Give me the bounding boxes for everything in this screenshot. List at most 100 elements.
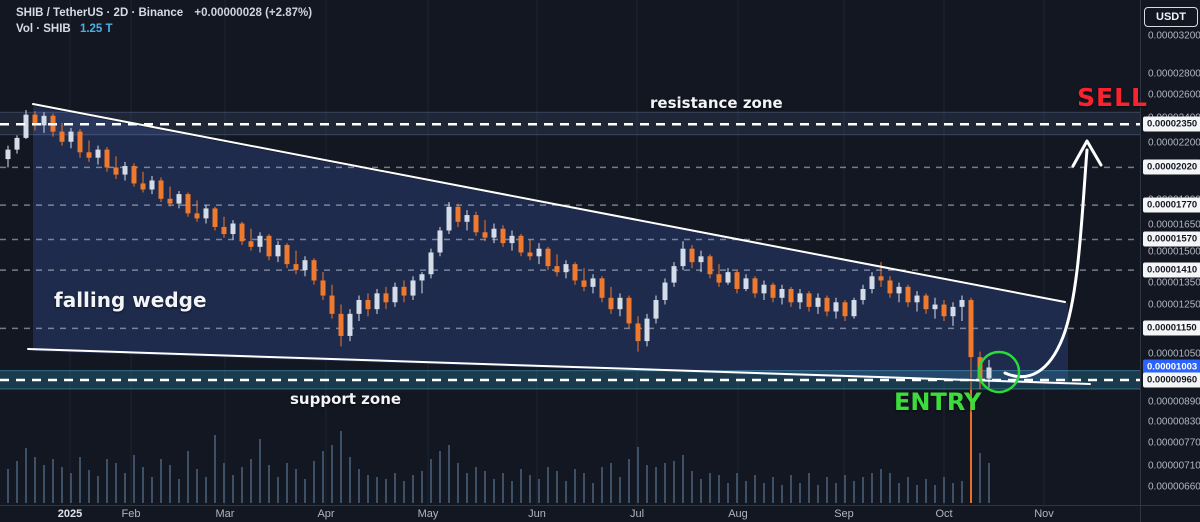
up-candle: [959, 300, 965, 307]
price-axis-tick: 0.00001250: [1148, 299, 1200, 311]
up-candle: [176, 194, 182, 204]
price-axis-separator: [1140, 0, 1141, 522]
volume-bar: [799, 483, 801, 503]
volume-bar: [718, 475, 720, 503]
down-candle: [518, 235, 524, 253]
time-axis-tick: May: [417, 508, 439, 520]
up-candle: [869, 276, 875, 289]
entry-highlight-circle[interactable]: [977, 350, 1021, 394]
volume-bar: [817, 485, 819, 503]
up-candle: [257, 235, 263, 247]
up-candle: [275, 244, 281, 257]
down-candle: [266, 235, 272, 257]
time-axis[interactable]: 2025 Feb Mar Apr May Jun Jul Aug Sep Oct Nov: [0, 506, 1140, 522]
volume-bar: [709, 473, 711, 503]
key-level-dashed-lines: [0, 166, 1140, 330]
down-candle: [455, 206, 461, 222]
volume-bar: [925, 479, 927, 503]
time-axis-tick: Nov: [1034, 508, 1054, 520]
down-candle: [482, 232, 488, 238]
volume-bar: [970, 390, 972, 503]
support-zone-label: support zone: [290, 390, 402, 408]
price-axis-tick: 0.00002600: [1148, 89, 1200, 101]
up-candle: [374, 293, 380, 310]
volume-bar: [376, 477, 378, 503]
volume-bar: [16, 461, 18, 503]
down-candle: [86, 152, 92, 158]
down-candle: [113, 167, 119, 175]
volume-bar: [700, 479, 702, 503]
volume-bar: [151, 477, 153, 503]
up-candle: [491, 228, 497, 238]
up-candle: [509, 235, 515, 244]
down-candle: [338, 313, 344, 336]
volume-bar: [205, 477, 207, 503]
volume-bar: [115, 463, 117, 503]
up-candle: [986, 367, 992, 379]
down-candle: [248, 241, 254, 247]
up-candle: [797, 293, 803, 303]
volume-bar: [556, 471, 558, 503]
price-axis-tick: 0.00000830: [1148, 416, 1200, 428]
volume-bar: [871, 473, 873, 503]
down-candle: [59, 131, 65, 142]
volume-bar: [619, 477, 621, 503]
down-candle: [320, 280, 326, 296]
down-candle: [104, 149, 110, 168]
volume-bar: [142, 467, 144, 503]
symbol-legend[interactable]: SHIB / TetherUS · 2D · Binance +0.000000…: [16, 6, 312, 37]
volume-bar: [826, 477, 828, 503]
volume-bar: [727, 483, 729, 503]
volume-bar: [511, 481, 513, 503]
down-candle: [572, 264, 578, 281]
volume-bar: [223, 463, 225, 503]
up-candle: [14, 137, 20, 150]
down-candle: [905, 286, 911, 303]
up-candle: [779, 288, 785, 298]
volume-bar: [601, 467, 603, 503]
volume-bar: [943, 477, 945, 503]
projection-arrow[interactable]: [1003, 148, 1089, 379]
volume-bar: [610, 463, 612, 503]
down-candle: [788, 288, 794, 303]
volume-bar: [250, 459, 252, 503]
volume-bar: [898, 483, 900, 503]
volume-indicator-label[interactable]: Vol · SHIB: [16, 23, 71, 35]
volume-indicator-value: 1.25 T: [79, 23, 113, 35]
volume-bar: [835, 483, 837, 503]
volume-bar: [736, 473, 738, 503]
volume-bar: [232, 475, 234, 503]
volume-bar: [196, 469, 198, 503]
up-candle: [617, 297, 623, 310]
price-change: +0.00000028 (+2.87%): [194, 7, 313, 19]
volume-bar: [961, 481, 963, 503]
volume-bar: [331, 445, 333, 503]
up-candle: [653, 300, 659, 319]
up-candle: [680, 248, 686, 267]
down-candle: [770, 284, 776, 298]
up-candle: [419, 274, 425, 281]
down-candle: [527, 252, 533, 257]
down-candle: [968, 300, 974, 358]
down-candle: [32, 114, 38, 126]
currency-toggle-button[interactable]: USDT: [1144, 7, 1198, 27]
volume-bar: [394, 473, 396, 503]
price-axis[interactable]: 0.000032000.000028000.000026000.00002400…: [1141, 0, 1200, 505]
resistance-zone-label: resistance zone: [650, 94, 783, 112]
up-candle: [230, 223, 236, 235]
volume-bar: [106, 459, 108, 503]
down-candle: [131, 166, 137, 184]
down-candle: [383, 293, 389, 303]
down-candle: [401, 286, 407, 296]
up-candle: [860, 288, 866, 301]
symbol-title[interactable]: SHIB / TetherUS · 2D · Binance: [16, 7, 184, 19]
volume-bar: [430, 459, 432, 503]
wedge-upper-trendline[interactable]: [32, 103, 1066, 303]
wedge-lower-trendline[interactable]: [27, 348, 1091, 385]
time-axis-separator: [0, 505, 1200, 506]
up-candle: [356, 300, 362, 314]
volume-bar: [520, 469, 522, 503]
up-candle: [302, 260, 308, 271]
